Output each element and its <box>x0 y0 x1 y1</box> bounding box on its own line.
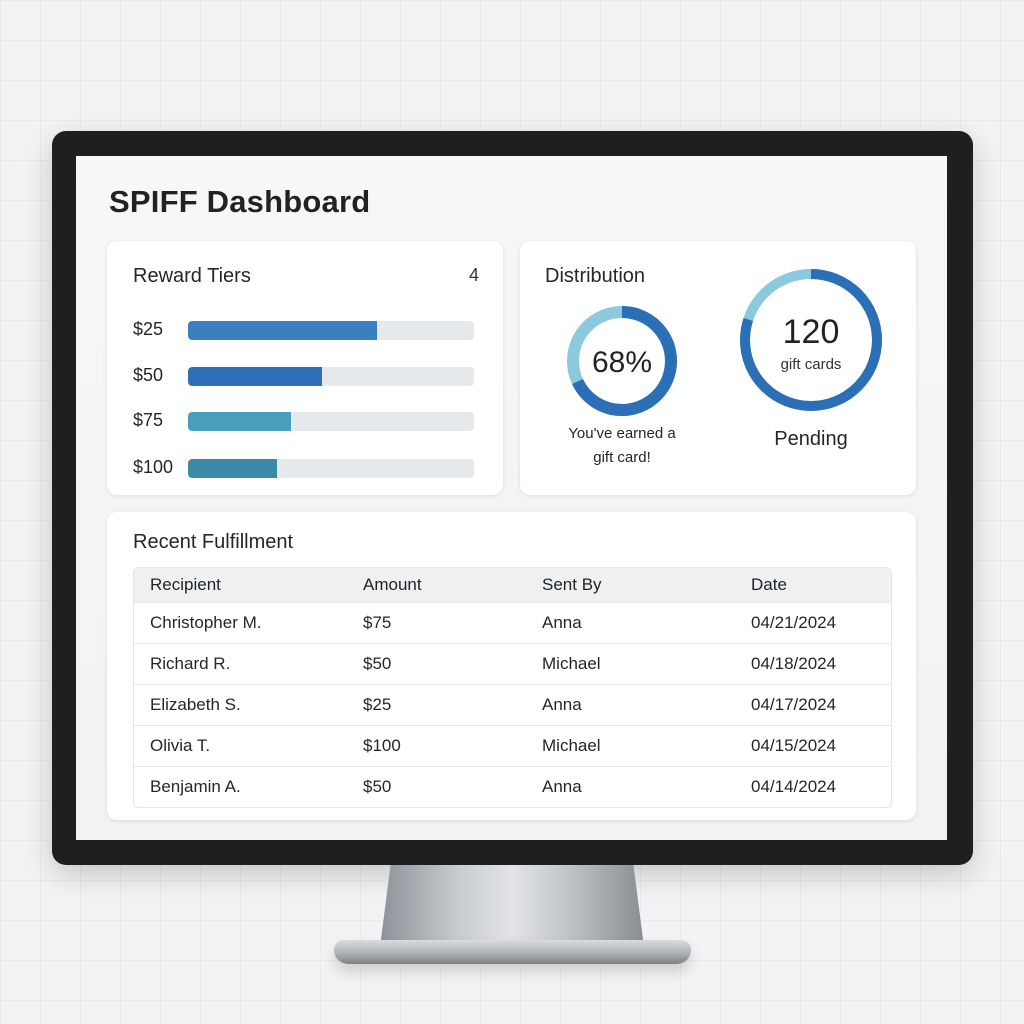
cell-date: 04/18/2024 <box>735 643 891 685</box>
table-row[interactable]: Olivia T. $100 Michael 04/15/2024 <box>134 725 891 767</box>
tier-row-50[interactable]: $50 <box>133 361 474 391</box>
tier-label: $50 <box>133 365 164 385</box>
cell-date: 04/17/2024 <box>735 684 891 726</box>
monitor-stand-base <box>334 940 691 964</box>
table-row[interactable]: Richard R. $50 Michael 04/18/2024 <box>134 643 891 685</box>
earned-caption: You've earned a gift card! <box>542 422 702 470</box>
cell-sent-by: Anna <box>526 602 735 644</box>
table-row[interactable]: Christopher M. $75 Anna 04/21/2024 <box>134 602 891 644</box>
column-header-sent-by[interactable]: Sent By <box>526 568 735 603</box>
table-row[interactable]: Benjamin A. $50 Anna 04/14/2024 <box>134 766 891 807</box>
pending-caption: Pending <box>774 428 848 450</box>
cell-amount: $75 <box>347 602 526 644</box>
tier-progress-fill <box>188 321 377 340</box>
tier-progress-fill <box>188 367 323 386</box>
recent-fulfillment-card: Recent Fulfillment Recipient Amount Sent… <box>107 512 916 820</box>
tier-row-75[interactable]: $75 <box>133 406 474 436</box>
dashboard-screen: SPIFF Dashboard Reward Tiers 4 $25 $50 $… <box>76 156 947 840</box>
pending-count-text: 120 <box>783 313 840 351</box>
column-header-date[interactable]: Date <box>735 568 891 603</box>
tier-progress-track <box>188 321 474 340</box>
cell-recipient: Olivia T. <box>134 725 347 767</box>
table-row[interactable]: Elizabeth S. $25 Anna 04/17/2024 <box>134 684 891 726</box>
tier-progress-fill <box>188 459 277 478</box>
tier-progress-track <box>188 367 474 386</box>
cell-date: 04/15/2024 <box>735 725 891 767</box>
earned-ring-fill <box>567 306 677 416</box>
pending-progress-ring: 120 gift cards <box>740 269 882 411</box>
cell-recipient: Christopher M. <box>134 602 347 644</box>
earned-percent-text: 68% <box>592 346 652 379</box>
cell-sent-by: Anna <box>526 684 735 726</box>
recent-fulfillment-heading: Recent Fulfillment <box>133 531 294 553</box>
tier-label: $100 <box>133 457 174 477</box>
reward-tiers-card: Reward Tiers 4 $25 $50 $75 $100 <box>107 241 503 495</box>
earned-progress-ring: 68% <box>567 306 677 416</box>
tier-progress-fill <box>188 412 291 431</box>
cell-amount: $50 <box>347 643 526 685</box>
cell-amount: $100 <box>347 725 526 767</box>
page-title: SPIFF Dashboard <box>109 184 371 219</box>
reward-tiers-count: 4 <box>468 265 479 285</box>
cell-date: 04/21/2024 <box>735 602 891 644</box>
distribution-card: Distribution 68% You've earned a gift ca… <box>520 241 916 495</box>
cell-sent-by: Michael <box>526 643 735 685</box>
tier-progress-track <box>188 412 474 431</box>
fulfillment-table: Recipient Amount Sent By Date Christophe… <box>133 567 892 808</box>
column-header-amount[interactable]: Amount <box>347 568 526 603</box>
monitor-stand <box>380 865 644 947</box>
cell-recipient: Benjamin A. <box>134 766 347 807</box>
cell-recipient: Richard R. <box>134 643 347 685</box>
earned-caption-line2: gift card! <box>593 449 651 466</box>
cell-recipient: Elizabeth S. <box>134 684 347 726</box>
tier-progress-track <box>188 459 474 478</box>
cell-date: 04/14/2024 <box>735 766 891 807</box>
pending-sub-text: gift cards <box>781 356 842 373</box>
reward-tiers-heading: Reward Tiers <box>133 265 251 287</box>
table-header-row: Recipient Amount Sent By Date <box>134 568 891 603</box>
pending-ring-fill <box>740 269 882 411</box>
earned-caption-line1: You've earned a <box>568 425 676 442</box>
distribution-heading: Distribution <box>545 265 646 287</box>
cell-amount: $25 <box>347 684 526 726</box>
column-header-recipient[interactable]: Recipient <box>134 568 347 603</box>
tier-label: $25 <box>133 319 164 339</box>
tier-row-25[interactable]: $25 <box>133 315 474 345</box>
tier-row-100[interactable]: $100 <box>133 453 474 483</box>
cell-sent-by: Anna <box>526 766 735 807</box>
cell-sent-by: Michael <box>526 725 735 767</box>
tier-label: $75 <box>133 410 164 430</box>
cell-amount: $50 <box>347 766 526 807</box>
